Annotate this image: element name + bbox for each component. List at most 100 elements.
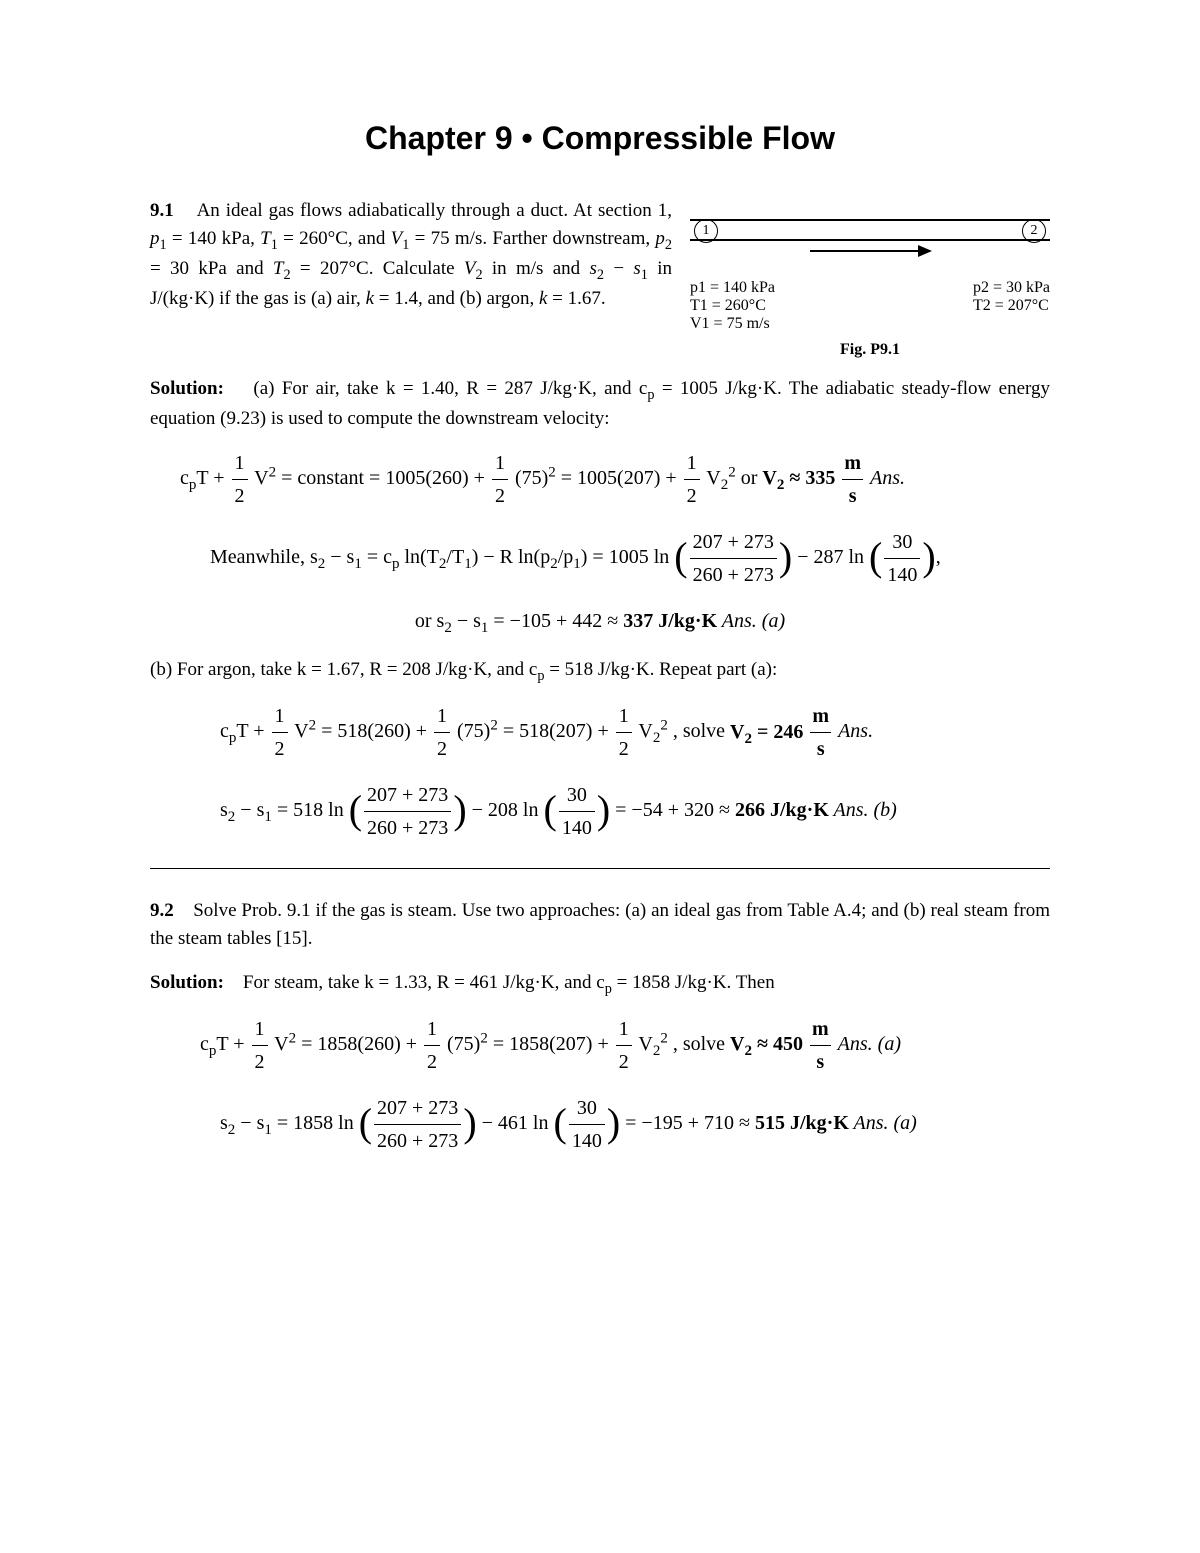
var: s — [590, 258, 597, 279]
ans-label: Ans. — [838, 721, 873, 743]
text: = 1.4, and (b) argon, — [374, 288, 539, 309]
fig-value: p1 = 140 kPa — [690, 279, 775, 297]
text: ) = 1005 ln — [581, 546, 670, 568]
solution-9-1-intro: Solution: (a) For air, take k = 1.40, R … — [150, 375, 1050, 433]
text: V — [730, 721, 744, 743]
sub: p — [605, 980, 612, 996]
num: 1 — [252, 1013, 268, 1046]
num: 207 + 273 — [690, 526, 777, 559]
text: T + — [236, 721, 269, 743]
solution-label: Solution: — [150, 972, 224, 993]
text: V — [762, 467, 776, 489]
text: An ideal gas flows adiabatically through… — [197, 200, 672, 221]
text: ln(T — [399, 546, 438, 568]
text: (75) — [447, 1033, 480, 1055]
var: p — [655, 228, 665, 249]
sup: 2 — [660, 718, 668, 734]
den: 260 + 273 — [374, 1125, 461, 1157]
equation-entropy-air-result: or s2 − s1 = −105 + 442 ≈ 337 J/kg·K Ans… — [150, 605, 1050, 640]
fig-value: V1 = 75 m/s — [690, 315, 775, 333]
text: V — [730, 1033, 744, 1055]
num: 1 — [434, 700, 450, 733]
sup: 2 — [660, 1030, 668, 1046]
var: T — [273, 258, 284, 279]
den: s — [810, 1046, 831, 1078]
text: = 518 ln — [272, 800, 344, 822]
num: 207 + 273 — [374, 1092, 461, 1125]
text: V — [638, 721, 652, 743]
num: 1 — [232, 447, 248, 480]
den: 2 — [616, 1046, 632, 1078]
ans-label: Ans. (a) — [849, 1112, 917, 1134]
den: 2 — [434, 733, 450, 765]
problem-number: 9.2 — [150, 900, 174, 921]
text: (75) — [515, 467, 548, 489]
sup: 2 — [289, 1030, 297, 1046]
sub: 2 — [550, 556, 558, 572]
text: = 1.67. — [547, 288, 605, 309]
equation-energy-air: cpT + 12 V2 = constant = 1005(260) + 12 … — [180, 447, 1050, 512]
den: 2 — [272, 733, 288, 765]
solution-9-2-intro: Solution: For steam, take k = 1.33, R = … — [150, 969, 1050, 999]
den: 2 — [492, 480, 508, 512]
sub: 2 — [597, 267, 604, 283]
text: T + — [196, 467, 229, 489]
den: 2 — [616, 733, 632, 765]
sub: 2 — [444, 620, 452, 636]
text: or — [741, 467, 763, 489]
ans-label: Ans. — [870, 467, 905, 489]
num: 207 + 273 — [364, 779, 451, 812]
num: 30 — [569, 1092, 605, 1125]
var: V — [464, 258, 476, 279]
text: s — [220, 1112, 228, 1134]
var: V — [391, 228, 403, 249]
sub: 1 — [264, 810, 272, 826]
text: c — [220, 721, 229, 743]
sup: 2 — [548, 464, 556, 480]
text: = −195 + 710 ≈ — [625, 1112, 755, 1134]
sub: 1 — [264, 1122, 272, 1138]
text: (a) For air, take k = 1.40, R = 287 J/kg… — [253, 378, 647, 399]
problem-9-1-text: 9.1 An ideal gas flows adiabatically thr… — [150, 197, 672, 359]
sub: 1 — [641, 267, 648, 283]
text: = 246 — [752, 721, 808, 743]
problem-9-2-text: 9.2 Solve Prob. 9.1 if the gas is steam.… — [150, 897, 1050, 952]
text: = −54 + 320 ≈ — [615, 800, 735, 822]
text: − — [604, 258, 633, 279]
var: p — [150, 228, 160, 249]
text: ≈ 335 — [784, 467, 840, 489]
text: V — [254, 467, 268, 489]
text: = constant = 1005(260) + — [281, 467, 490, 489]
text: = 75 m/s. Farther downstream, — [409, 228, 655, 249]
text: , solve — [673, 721, 730, 743]
text: /T — [446, 546, 464, 568]
den: 260 + 273 — [690, 559, 777, 591]
text: − 461 ln — [482, 1112, 549, 1134]
text: = 207°C. Calculate — [291, 258, 464, 279]
num: 30 — [559, 779, 595, 812]
duct-walls — [690, 219, 1050, 241]
num: 1 — [684, 447, 700, 480]
text: = 1858(207) + — [493, 1033, 614, 1055]
num: m — [810, 1013, 831, 1046]
chapter-title: Chapter 9 • Compressible Flow — [150, 120, 1050, 157]
text: V — [706, 467, 720, 489]
flow-arrow-icon — [810, 246, 930, 256]
sup: 2 — [490, 718, 498, 734]
sub: 2 — [475, 267, 482, 283]
figure-labels: p1 = 140 kPa T1 = 260°C V1 = 75 m/s p2 =… — [690, 279, 1050, 333]
text: /p — [558, 546, 574, 568]
num: 1 — [424, 1013, 440, 1046]
equation-energy-steam: cpT + 12 V2 = 1858(260) + 12 (75)2 = 185… — [200, 1013, 1050, 1078]
num: 1 — [272, 700, 288, 733]
num: m — [842, 447, 863, 480]
text: = 140 kPa, — [167, 228, 261, 249]
ans-label: Ans. (a) — [838, 1033, 901, 1055]
answer: 266 J/kg·K — [735, 800, 829, 822]
sub: 2 — [745, 731, 753, 747]
sup: 2 — [728, 464, 736, 480]
text: V — [294, 721, 308, 743]
num: 1 — [492, 447, 508, 480]
den: 140 — [569, 1125, 605, 1157]
duct-diagram: 1 2 — [690, 219, 1050, 275]
